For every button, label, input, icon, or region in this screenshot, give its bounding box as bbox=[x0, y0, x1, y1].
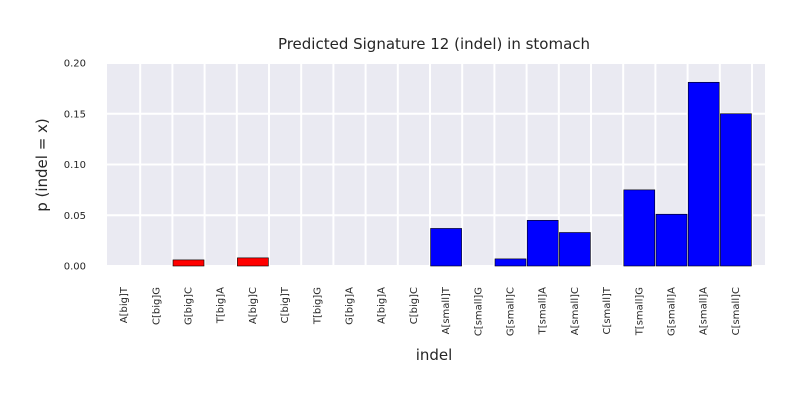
x-tick-label: A[big]C bbox=[248, 287, 259, 324]
x-tick-label: C[big]C bbox=[409, 287, 420, 324]
x-tick-label: G[small]A bbox=[667, 287, 678, 336]
y-tick-label: 0.00 bbox=[64, 262, 86, 273]
bars bbox=[172, 81, 752, 267]
x-tick-label: G[big]C bbox=[184, 287, 195, 325]
x-tick-label: C[small]T bbox=[602, 286, 613, 334]
bar bbox=[172, 259, 205, 267]
y-tick-label: 0.15 bbox=[64, 109, 86, 120]
x-axis-label: indel bbox=[416, 346, 453, 364]
grid-lines bbox=[107, 62, 765, 267]
x-tick-label: A[small]T bbox=[441, 286, 452, 334]
bar bbox=[559, 232, 591, 267]
bar bbox=[655, 213, 688, 267]
x-tick-label: C[big]G bbox=[151, 287, 162, 325]
bar bbox=[623, 189, 656, 267]
x-tick-label: C[small]G bbox=[473, 287, 484, 336]
x-tick-label: A[small]C bbox=[570, 287, 581, 335]
x-tick-label: C[big]T bbox=[280, 286, 291, 323]
x-tick-label: G[big]A bbox=[345, 287, 356, 325]
bar bbox=[237, 257, 269, 267]
chart-title: Predicted Signature 12 (indel) in stomac… bbox=[278, 35, 590, 53]
y-tick-label: 0.20 bbox=[64, 59, 86, 70]
x-tick-label: A[big]A bbox=[377, 287, 388, 324]
x-tick-label: T[big]A bbox=[216, 287, 227, 324]
y-tick-label: 0.10 bbox=[64, 160, 86, 171]
bar bbox=[687, 81, 720, 267]
x-tick-label: A[small]A bbox=[699, 287, 710, 335]
bar bbox=[720, 113, 752, 267]
y-tick-label: 0.05 bbox=[64, 211, 86, 222]
y-axis-label: p (indel = x) bbox=[33, 118, 51, 212]
x-tick-label: G[small]C bbox=[506, 287, 517, 336]
y-tick-labels: 0.00 0.05 0.10 0.15 0.20 bbox=[64, 59, 86, 273]
x-tick-label: C[small]C bbox=[731, 287, 742, 335]
x-tick-labels: A[big]T C[big]G G[big]C T[big]A A[big]C C[big… bbox=[119, 286, 742, 336]
x-tick-label: A[big]T bbox=[119, 286, 130, 323]
bar bbox=[526, 220, 559, 267]
bar bbox=[430, 228, 462, 267]
x-tick-label: T[small]G bbox=[634, 287, 645, 336]
x-tick-label: T[small]A bbox=[538, 287, 549, 336]
bar bbox=[494, 258, 527, 267]
x-tick-label: T[big]G bbox=[312, 287, 323, 325]
